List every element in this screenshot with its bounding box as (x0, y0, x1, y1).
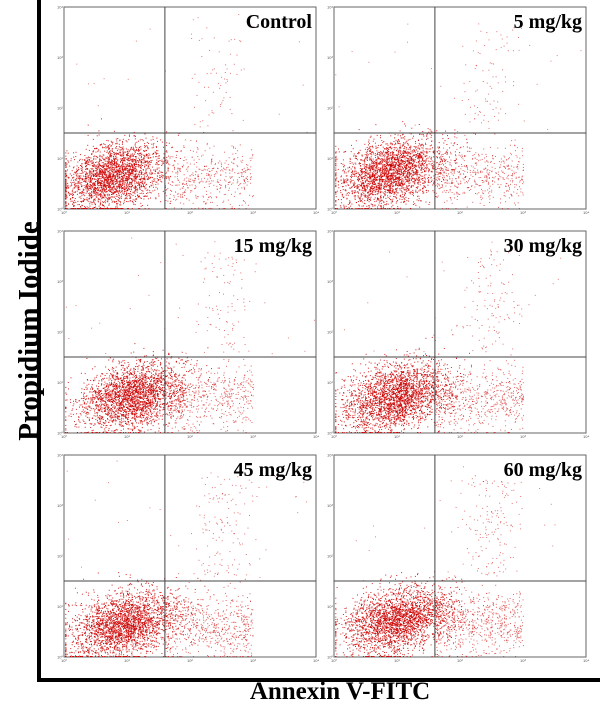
y-tick-label: 10⁴ (57, 229, 63, 234)
panel-title: 60 mg/kg (504, 459, 582, 481)
x-tick-label: 10⁴ (313, 658, 319, 663)
event-dots (65, 460, 307, 657)
y-tick-label: 10¹ (327, 156, 333, 161)
y-tick-label: 10² (57, 554, 63, 559)
figure-frame-bottom (37, 678, 600, 682)
x-tick-label: 10⁰ (331, 210, 337, 215)
x-tick-label: 10² (457, 658, 463, 663)
x-tick-label: 10¹ (124, 210, 130, 215)
x-tick-label: 10¹ (124, 658, 130, 663)
x-tick-label: 10⁰ (61, 434, 67, 439)
x-tick-label: 10³ (520, 434, 526, 439)
x-tick-label: 10³ (520, 210, 526, 215)
x-tick-label: 10⁴ (583, 434, 589, 439)
panel-frame (63, 230, 317, 434)
y-tick-label: 10¹ (327, 380, 333, 385)
x-tick-label: 10³ (250, 434, 256, 439)
x-tick-label: 10² (187, 658, 193, 663)
event-dots (335, 466, 556, 657)
x-tick-label: 10⁰ (61, 658, 67, 663)
event-dots (335, 23, 584, 209)
x-tick-label: 10⁰ (61, 210, 67, 215)
x-tick-label: 10⁴ (583, 658, 589, 663)
y-tick-label: 10⁰ (327, 207, 333, 212)
y-tick-label: 10² (327, 106, 333, 111)
y-tick-label: 10¹ (57, 604, 63, 609)
panel-title: Control (246, 11, 313, 33)
figure-frame-left (37, 0, 41, 682)
y-tick-label: 10² (57, 330, 63, 335)
x-tick-label: 10¹ (124, 434, 130, 439)
x-tick-label: 10² (187, 210, 193, 215)
panel-frame (63, 454, 317, 658)
y-tick-label: 10⁴ (327, 229, 333, 234)
y-tick-label: 10⁴ (57, 453, 63, 458)
x-axis-label: Annexin V-FITC (249, 678, 431, 705)
x-tick-label: 10¹ (394, 434, 400, 439)
event-dots (65, 14, 308, 209)
y-tick-label: 10⁰ (327, 431, 333, 436)
y-tick-label: 10³ (57, 503, 63, 508)
y-tick-label: 10² (57, 106, 63, 111)
x-tick-label: 10⁴ (313, 434, 319, 439)
y-tick-label: 10³ (327, 503, 333, 508)
panel-frame (333, 454, 587, 658)
x-tick-label: 10³ (250, 658, 256, 663)
y-tick-label: 10³ (57, 279, 63, 284)
panel-frame (333, 6, 587, 210)
x-tick-label: 10³ (520, 658, 526, 663)
panel-title: 15 mg/kg (234, 235, 312, 257)
y-tick-label: 10¹ (57, 156, 63, 161)
y-tick-label: 10² (327, 554, 333, 559)
x-tick-label: 10⁰ (331, 658, 337, 663)
y-tick-label: 10³ (57, 55, 63, 60)
x-tick-label: 10² (457, 210, 463, 215)
x-tick-label: 10² (187, 434, 193, 439)
x-tick-label: 10³ (250, 210, 256, 215)
x-tick-label: 10² (457, 434, 463, 439)
x-tick-label: 10⁰ (331, 434, 337, 439)
y-tick-label: 10³ (327, 279, 333, 284)
y-tick-label: 10⁰ (57, 655, 63, 660)
x-tick-label: 10⁴ (313, 210, 319, 215)
y-tick-label: 10³ (327, 55, 333, 60)
panel-frame (333, 230, 587, 434)
x-tick-label: 10¹ (394, 210, 400, 215)
x-tick-label: 10⁴ (583, 210, 589, 215)
y-tick-label: 10⁴ (327, 5, 333, 10)
y-tick-label: 10⁰ (57, 431, 63, 436)
x-tick-label: 10¹ (394, 658, 400, 663)
y-tick-label: 10² (327, 330, 333, 335)
y-tick-label: 10⁴ (327, 453, 333, 458)
event-dots (335, 241, 562, 433)
y-tick-label: 10⁴ (57, 5, 63, 10)
y-tick-label: 10¹ (327, 604, 333, 609)
y-tick-label: 10⁰ (57, 207, 63, 212)
panel-title: 30 mg/kg (504, 235, 582, 257)
panel-title: 45 mg/kg (234, 459, 312, 481)
y-tick-label: 10⁰ (327, 655, 333, 660)
panel-title: 5 mg/kg (514, 11, 582, 33)
y-tick-label: 10¹ (57, 380, 63, 385)
